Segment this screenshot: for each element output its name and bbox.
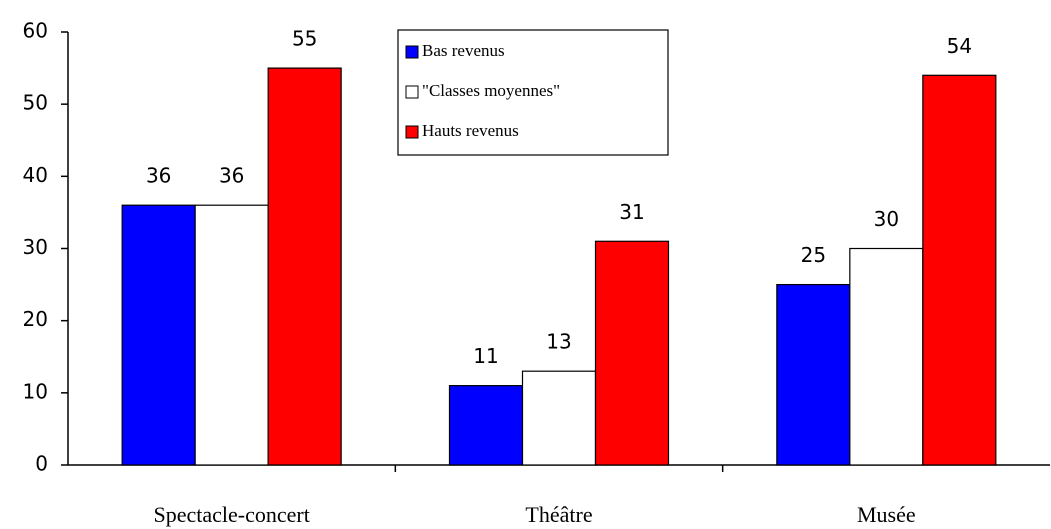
y-tick-label: 50 bbox=[23, 91, 48, 115]
y-tick-label: 0 bbox=[35, 452, 48, 476]
bar bbox=[448, 385, 524, 466]
value-label: 13 bbox=[546, 330, 571, 354]
x-tick-label: Musée bbox=[857, 502, 916, 527]
value-label: 31 bbox=[619, 200, 644, 224]
bar bbox=[849, 247, 924, 466]
y-tick-label: 60 bbox=[23, 19, 48, 43]
bar bbox=[594, 240, 670, 466]
bar bbox=[121, 204, 196, 466]
x-tick-label: Théâtre bbox=[525, 502, 592, 527]
bar bbox=[194, 204, 269, 466]
legend-swatch bbox=[405, 125, 419, 139]
bar bbox=[267, 67, 342, 466]
value-label: 36 bbox=[219, 164, 244, 188]
bar bbox=[521, 370, 597, 466]
x-tick-label: Spectacle-concert bbox=[153, 502, 309, 527]
value-label: 54 bbox=[947, 34, 972, 58]
value-label: 25 bbox=[801, 243, 826, 267]
legend-label: Bas revenus bbox=[422, 41, 505, 60]
bar bbox=[776, 283, 851, 466]
y-tick-label: 20 bbox=[23, 307, 48, 331]
legend-box bbox=[397, 29, 669, 156]
value-label: 30 bbox=[874, 207, 899, 231]
y-tick-label: 10 bbox=[23, 379, 48, 403]
legend-swatch bbox=[405, 85, 419, 99]
value-label: 36 bbox=[146, 164, 171, 188]
value-label: 55 bbox=[292, 27, 317, 51]
bar bbox=[922, 74, 997, 466]
value-label: 11 bbox=[473, 344, 498, 368]
legend-label: "Classes moyennes" bbox=[422, 81, 560, 100]
y-tick-label: 30 bbox=[23, 235, 48, 259]
y-tick-label: 40 bbox=[23, 163, 48, 187]
legend-label: Hauts revenus bbox=[422, 121, 519, 140]
legend-swatch bbox=[405, 45, 419, 59]
